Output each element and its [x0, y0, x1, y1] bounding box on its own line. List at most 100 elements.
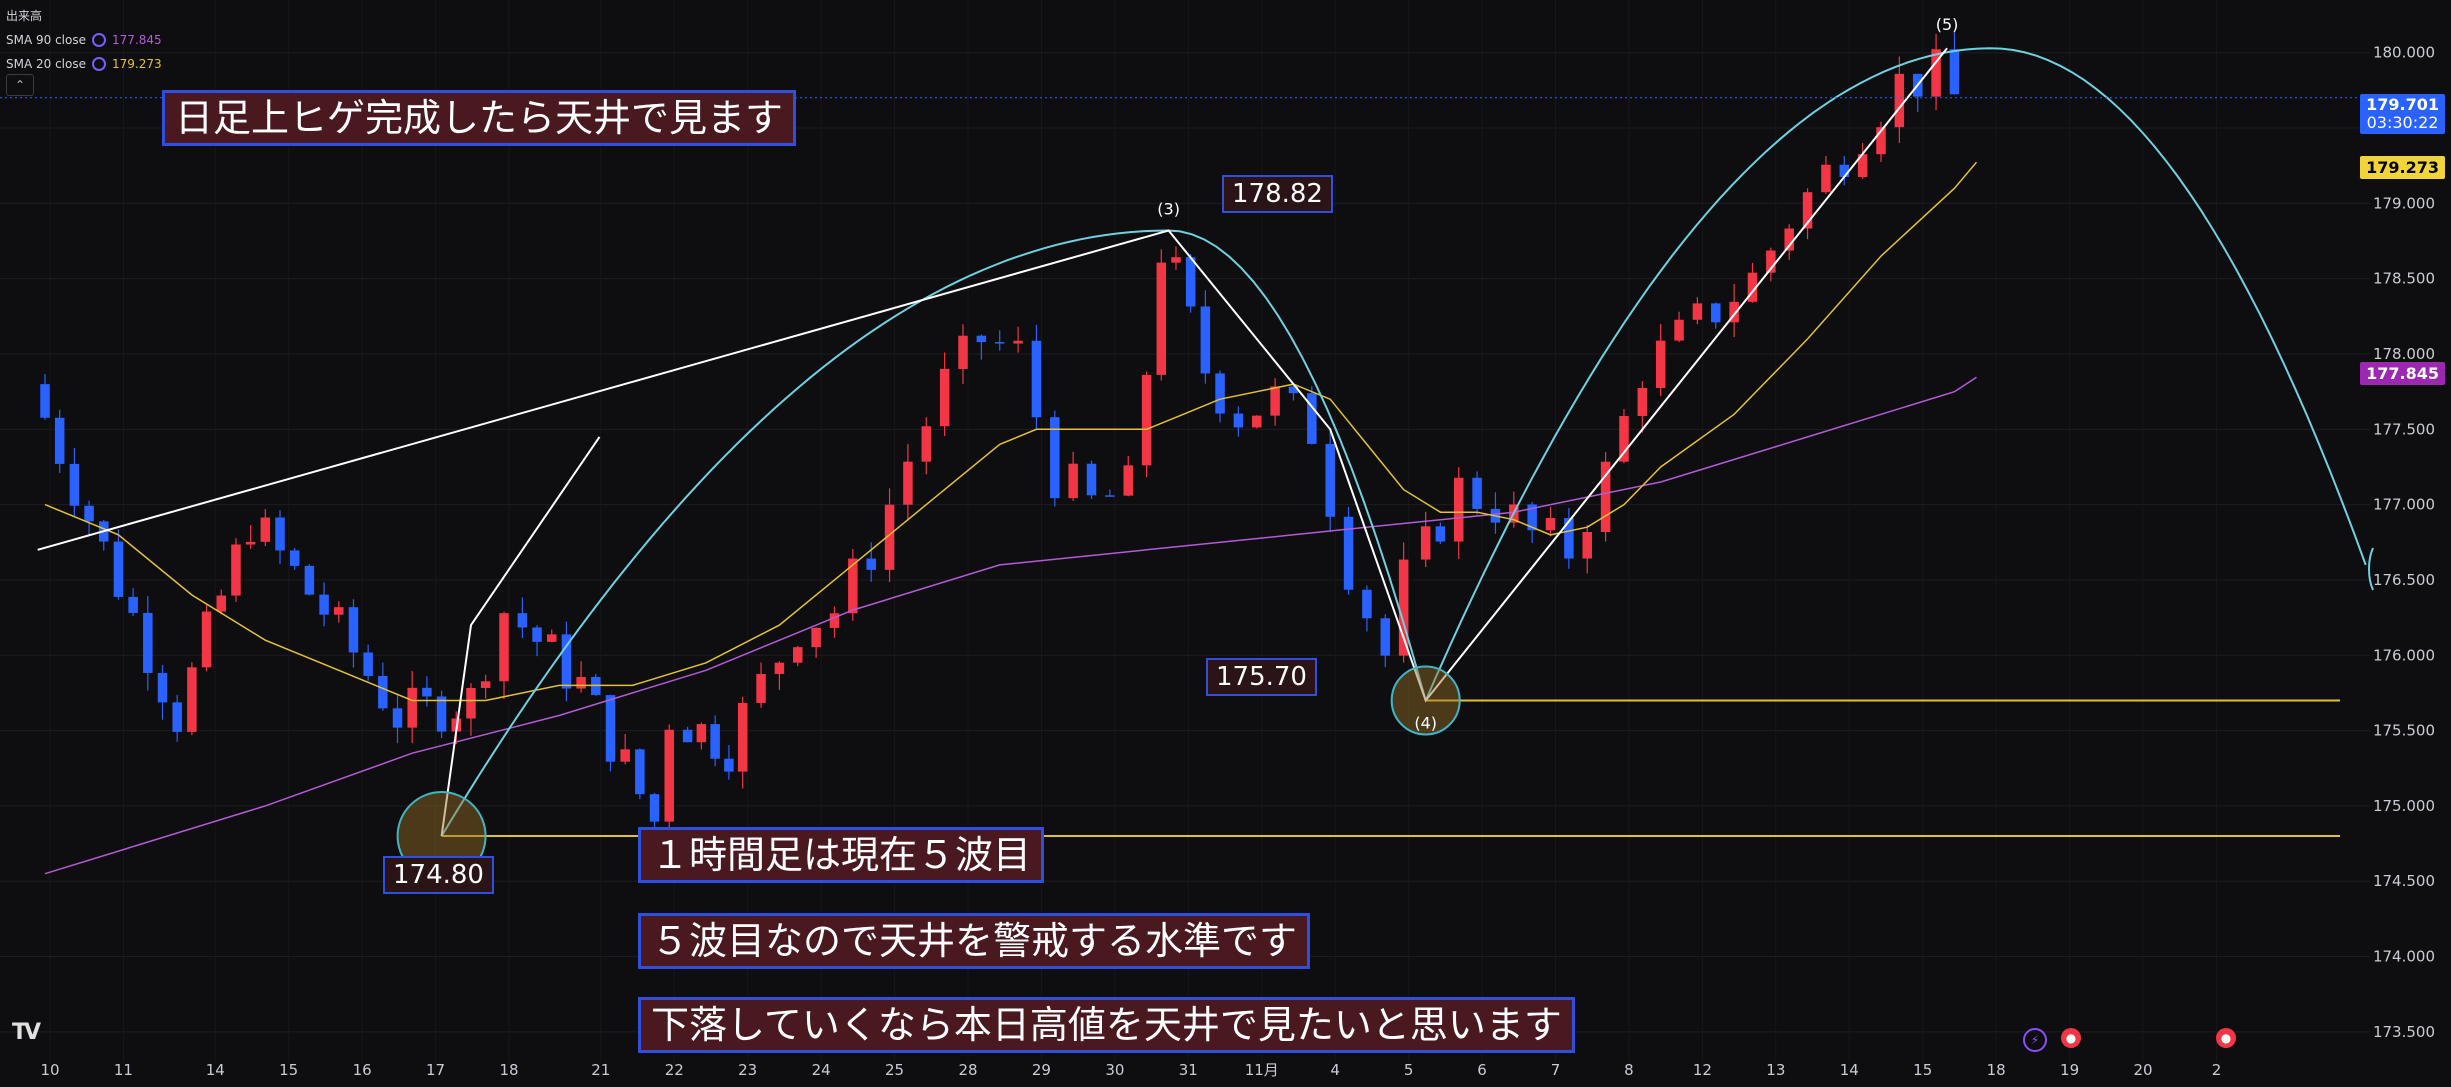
candle-body[interactable] [1619, 415, 1629, 462]
candle-body[interactable] [1156, 262, 1167, 375]
candle-body[interactable] [1655, 340, 1666, 388]
candle-body[interactable] [54, 417, 65, 464]
candle-body[interactable] [517, 613, 528, 628]
candle-body[interactable] [392, 708, 403, 728]
candle-body[interactable] [774, 662, 785, 674]
candle-body[interactable] [921, 426, 932, 462]
arc-middle[interactable] [440, 229, 1427, 837]
candle-body[interactable] [756, 673, 766, 703]
legend-volume[interactable]: 出来高 [6, 4, 162, 28]
candle-body[interactable] [1362, 589, 1372, 619]
legend-sma90[interactable]: SMA 90 close 177.845 [6, 28, 162, 52]
candle-body[interactable] [1729, 301, 1739, 323]
label-low-start[interactable]: 174.80 [383, 856, 494, 894]
candle-body[interactable] [576, 676, 586, 689]
candle-body[interactable] [793, 647, 803, 663]
candle-body[interactable] [1050, 417, 1060, 499]
candle-body[interactable] [1068, 463, 1078, 499]
candle-body[interactable] [696, 724, 707, 743]
candle-body[interactable] [1270, 386, 1280, 416]
candle-body[interactable] [682, 729, 693, 743]
label-high3[interactable]: 178.82 [1222, 175, 1333, 213]
candle-body[interactable] [724, 758, 734, 772]
lightning-icon[interactable]: ⚡ [2023, 1028, 2047, 1052]
candle-body[interactable] [407, 687, 417, 728]
candle-body[interactable] [884, 504, 895, 570]
settings-icon[interactable] [92, 57, 106, 71]
candle-body[interactable] [1380, 618, 1391, 656]
candle-body[interactable] [378, 675, 388, 709]
sma90-line[interactable] [44, 376, 1977, 875]
candle-body[interactable] [480, 681, 491, 688]
note-top[interactable]: 日足上ヒゲ完成したら天井で見ます [162, 90, 797, 146]
candle-body[interactable] [84, 505, 94, 522]
candle-body[interactable] [499, 613, 509, 682]
wave-line[interactable] [37, 47, 1948, 703]
candle-body[interactable] [1171, 257, 1181, 263]
candle-body[interactable] [1527, 504, 1537, 531]
candle-body[interactable] [1252, 415, 1262, 428]
candle-body[interactable] [466, 687, 476, 719]
candle-body[interactable] [1105, 495, 1115, 497]
wave-line-1-2[interactable] [440, 436, 601, 837]
candle-body[interactable] [1839, 164, 1850, 177]
candle-body[interactable] [1876, 127, 1886, 155]
candle-body[interactable] [201, 611, 212, 668]
candle-body[interactable] [1307, 393, 1317, 444]
arc-right[interactable] [1424, 47, 2367, 701]
candle-body[interactable] [113, 541, 124, 597]
candle-body[interactable] [1185, 257, 1196, 307]
note-falling[interactable]: 下落していくなら本日高値を天井で見たいと思います [638, 997, 1575, 1053]
note-caution[interactable]: ５波目なので天井を警戒する水準です [638, 913, 1311, 969]
candle-body[interactable] [143, 612, 153, 673]
candle-body[interactable] [245, 541, 256, 545]
candle-body[interactable] [649, 794, 660, 822]
candle-body[interactable] [1600, 461, 1611, 533]
candle-body[interactable] [231, 544, 241, 596]
candle-body[interactable] [664, 729, 674, 822]
note-wave5[interactable]: １時間足は現在５波目 [638, 827, 1045, 883]
candle-body[interactable] [939, 368, 950, 427]
event-icon[interactable]: ● [2216, 1028, 2236, 1048]
candle-body[interactable] [128, 596, 138, 613]
candle-body[interactable] [620, 749, 630, 762]
candle-body[interactable] [348, 607, 359, 653]
candle-body[interactable] [976, 335, 987, 343]
candle-body[interactable] [1692, 303, 1703, 320]
tradingview-logo-icon[interactable]: TV [12, 1020, 41, 1045]
candle-body[interactable] [1420, 526, 1431, 560]
candle-body[interactable] [275, 517, 285, 551]
candle-body[interactable] [363, 652, 373, 676]
candle-body[interactable] [811, 627, 821, 648]
candle-body[interactable] [157, 672, 168, 703]
candle-body[interactable] [1564, 517, 1574, 559]
candle-body[interactable] [1343, 516, 1354, 590]
candle-body[interactable] [605, 695, 616, 762]
candle-body[interactable] [1784, 228, 1794, 251]
candle-body[interactable] [1398, 559, 1409, 656]
candle-body[interactable] [1086, 463, 1097, 496]
candle-body[interactable] [1123, 465, 1133, 496]
candle-body[interactable] [1949, 49, 1960, 95]
candle-body[interactable] [40, 384, 50, 418]
candle-body[interactable] [1435, 526, 1446, 542]
candle-body[interactable] [1747, 272, 1758, 302]
legend-sma20[interactable]: SMA 20 close 179.273 [6, 52, 162, 76]
candle-body[interactable] [319, 594, 329, 615]
candle-body[interactable] [1013, 340, 1023, 344]
candle-body[interactable] [546, 634, 557, 642]
candle-body[interactable] [334, 607, 344, 615]
candle-body[interactable] [1582, 532, 1592, 559]
candle-body[interactable] [216, 595, 226, 612]
candle-body[interactable] [1215, 373, 1225, 414]
candle-body[interactable] [422, 687, 432, 697]
event-icon[interactable]: ● [2061, 1028, 2081, 1048]
candle-body[interactable] [1325, 443, 1335, 517]
candle-body[interactable] [1802, 192, 1813, 229]
chevron-up-icon[interactable]: ⌃ [6, 74, 34, 96]
candle-body[interactable] [737, 702, 748, 772]
candle-body[interactable] [532, 627, 542, 642]
candle-body[interactable] [635, 749, 645, 795]
candle-body[interactable] [1288, 386, 1299, 394]
candle-body[interactable] [304, 565, 315, 595]
